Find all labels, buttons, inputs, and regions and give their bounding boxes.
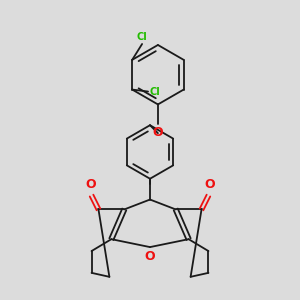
Text: Cl: Cl xyxy=(137,32,148,42)
Text: O: O xyxy=(153,126,163,139)
Text: O: O xyxy=(204,178,215,190)
Text: O: O xyxy=(145,250,155,263)
Text: O: O xyxy=(85,178,96,190)
Text: Cl: Cl xyxy=(149,86,160,97)
